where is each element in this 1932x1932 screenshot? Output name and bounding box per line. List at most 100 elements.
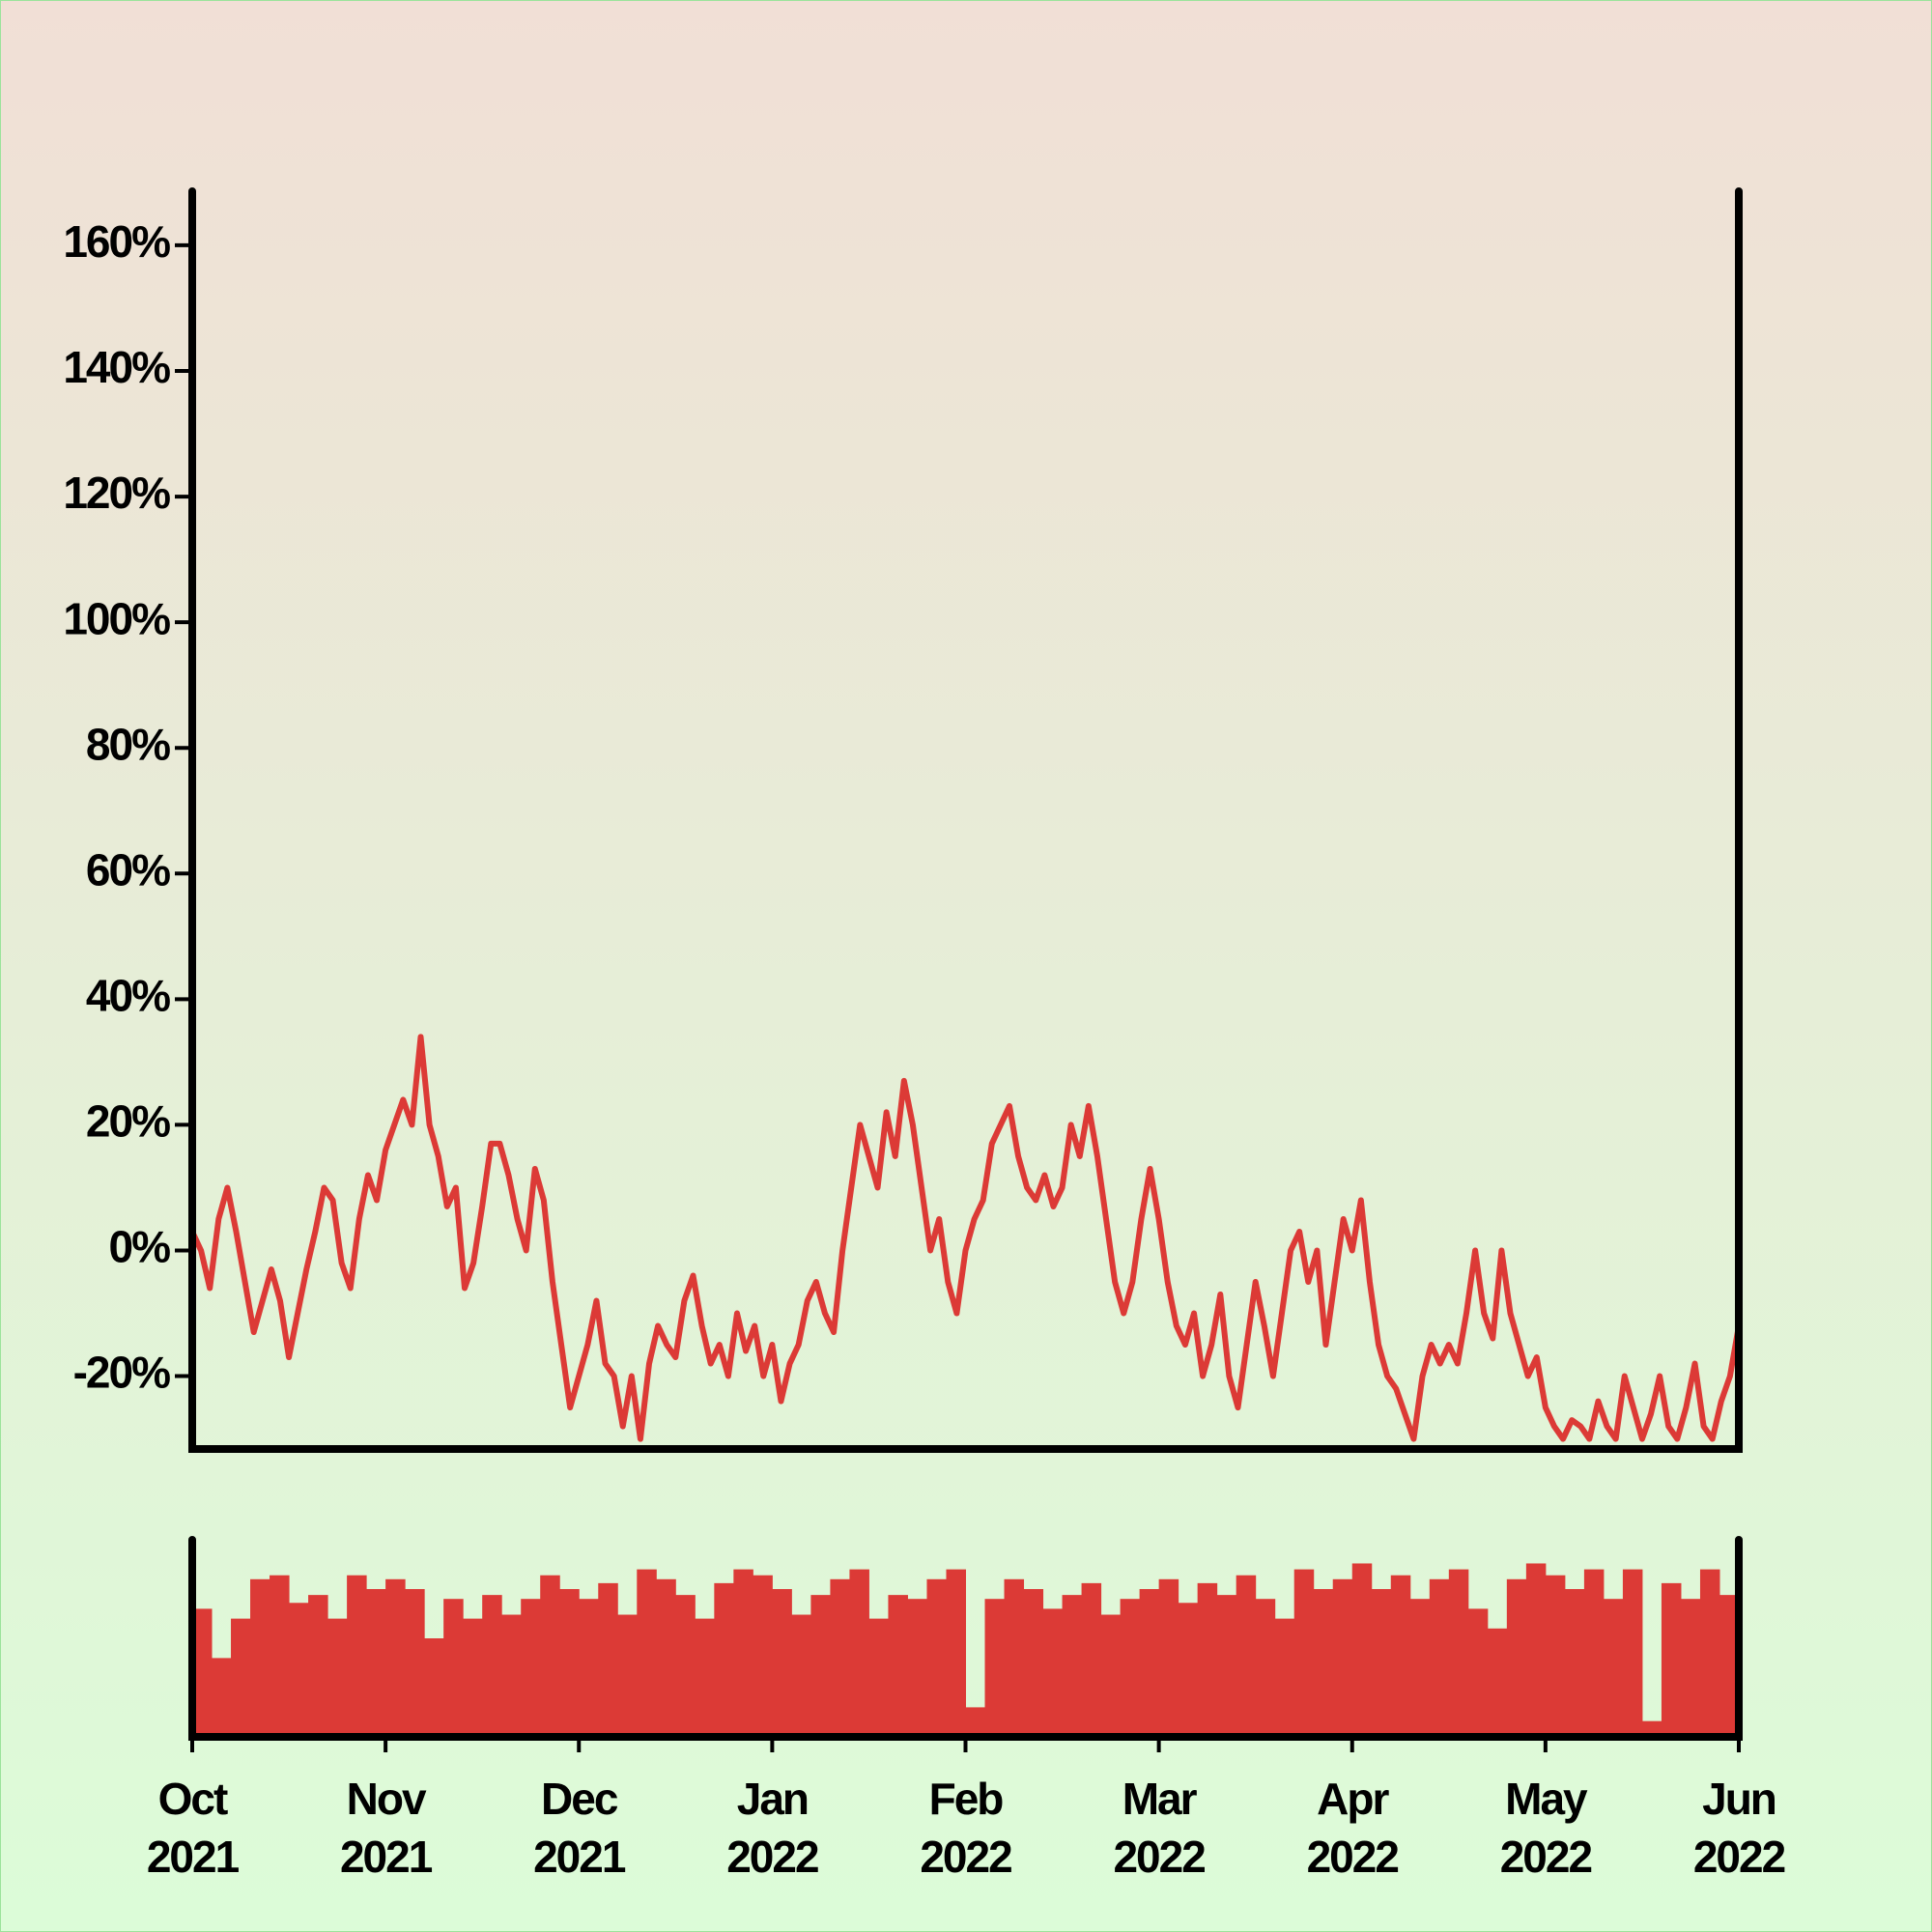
bar <box>656 1578 676 1737</box>
bar <box>424 1638 444 1737</box>
bar <box>1255 1599 1276 1737</box>
bar <box>1178 1603 1199 1737</box>
bar <box>1351 1563 1373 1737</box>
x-tick-label: Dec 2021 <box>533 1774 626 1882</box>
bar <box>1274 1618 1295 1737</box>
bar <box>598 1582 618 1737</box>
bar <box>1081 1582 1102 1737</box>
bar <box>289 1603 309 1737</box>
bar <box>1062 1595 1083 1737</box>
bar <box>1661 1582 1682 1737</box>
y-tick-label: 140% <box>63 342 170 392</box>
bar <box>1545 1575 1566 1737</box>
bar <box>1564 1589 1585 1737</box>
bar <box>308 1595 328 1737</box>
bar <box>1100 1614 1122 1737</box>
bar <box>212 1658 232 1737</box>
bar <box>1158 1578 1179 1737</box>
bar <box>733 1569 753 1737</box>
bar <box>521 1599 541 1737</box>
bar <box>617 1614 638 1737</box>
bar <box>1371 1589 1392 1737</box>
bar <box>965 1707 986 1737</box>
bar <box>926 1578 947 1737</box>
bar <box>540 1575 560 1737</box>
x-tick-label: Jan 2022 <box>726 1774 818 1882</box>
bar <box>1603 1599 1624 1737</box>
bar <box>501 1614 522 1737</box>
axis-frame <box>188 1536 1743 1741</box>
bar <box>1680 1599 1701 1737</box>
bar <box>1236 1575 1257 1737</box>
bar <box>791 1614 811 1737</box>
y-tick-label: 80% <box>86 719 170 769</box>
bar <box>1023 1589 1044 1737</box>
bar <box>250 1578 270 1737</box>
bar <box>1641 1720 1662 1737</box>
y-tick-label: 120% <box>63 468 170 518</box>
bar <box>1699 1569 1720 1737</box>
y-tick-label: 40% <box>86 971 170 1021</box>
bar <box>327 1618 348 1737</box>
bar <box>984 1599 1006 1737</box>
bar <box>405 1589 425 1737</box>
bar <box>849 1569 869 1737</box>
bar <box>366 1589 386 1737</box>
bar <box>1719 1595 1740 1737</box>
x-tick-label: Nov 2021 <box>340 1774 433 1882</box>
bar <box>1525 1563 1547 1737</box>
bar <box>270 1575 290 1737</box>
bar <box>772 1589 792 1737</box>
bar <box>1622 1569 1643 1737</box>
bar <box>1429 1578 1450 1737</box>
bar <box>1216 1595 1237 1737</box>
bar <box>946 1569 966 1737</box>
bar <box>385 1578 406 1737</box>
bar <box>482 1595 502 1737</box>
axis-frame <box>188 187 1743 1453</box>
bar <box>1042 1608 1064 1737</box>
bar <box>868 1618 889 1737</box>
bar <box>1004 1578 1025 1737</box>
y-tick-label: 0% <box>109 1222 171 1272</box>
y-tick-label: 20% <box>86 1096 170 1147</box>
bar <box>1487 1628 1508 1737</box>
x-tick-label: Feb 2022 <box>920 1774 1011 1882</box>
bar <box>637 1569 657 1737</box>
bar <box>1583 1569 1605 1737</box>
x-tick-label: Jun 2022 <box>1693 1774 1785 1882</box>
bar <box>1448 1569 1469 1737</box>
bar <box>753 1575 773 1737</box>
bar <box>192 1608 213 1737</box>
bar <box>1390 1575 1411 1737</box>
bar <box>443 1599 464 1737</box>
bar <box>1293 1569 1315 1737</box>
bar <box>559 1589 580 1737</box>
bar <box>579 1599 599 1737</box>
x-tick-label: Oct 2021 <box>147 1774 240 1882</box>
bar <box>1120 1599 1141 1737</box>
bar <box>1409 1599 1431 1737</box>
y-tick-label: 100% <box>63 593 170 643</box>
y-tick-label: 60% <box>86 844 170 895</box>
y-tick-label: 160% <box>63 216 170 267</box>
x-tick-label: May 2022 <box>1500 1774 1592 1882</box>
bar <box>695 1618 715 1737</box>
bar <box>830 1578 850 1737</box>
bar <box>1467 1608 1489 1737</box>
line <box>189 1034 1742 1442</box>
bar <box>1197 1582 1218 1737</box>
bar <box>231 1618 251 1737</box>
bar <box>907 1599 927 1737</box>
bar <box>675 1595 696 1737</box>
bar <box>347 1575 367 1737</box>
x-tick-label: Mar 2022 <box>1113 1774 1205 1882</box>
bar <box>1332 1578 1353 1737</box>
y-tick-label: -20% <box>73 1348 170 1398</box>
bar <box>810 1595 831 1737</box>
x-tick-label: Apr 2022 <box>1307 1774 1399 1882</box>
bar <box>1506 1578 1527 1737</box>
bar <box>888 1595 908 1737</box>
bar <box>463 1618 483 1737</box>
